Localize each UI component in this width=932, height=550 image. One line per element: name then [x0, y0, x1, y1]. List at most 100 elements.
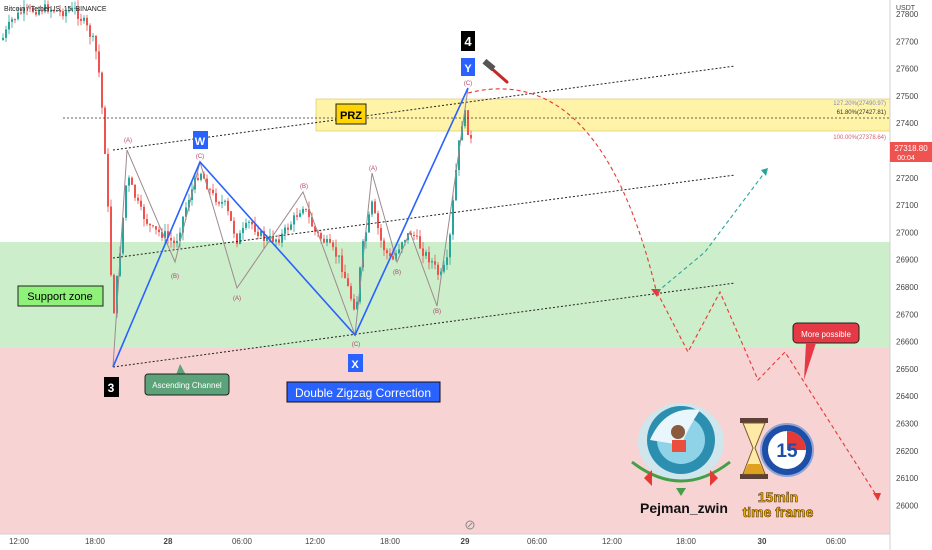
fib-level-100: 100.00%(27378.64) [833, 135, 886, 141]
bullish-projection-path [656, 171, 766, 293]
candle-body [65, 11, 67, 17]
svg-text:Y: Y [464, 63, 472, 75]
candle-body [32, 7, 34, 13]
time-tick-label: 12:00 [602, 537, 623, 546]
chart-header-title: Bitcoin / TetherUS, 15, BINANCE [4, 6, 107, 13]
candle-body [53, 10, 55, 12]
candle-body [161, 232, 163, 238]
candle-body [143, 206, 145, 220]
candle-body [41, 9, 43, 12]
candle-body [440, 271, 442, 275]
candle-body [164, 231, 166, 238]
candle-body [233, 220, 235, 234]
candle-body [269, 235, 271, 238]
svg-text:X: X [351, 359, 359, 371]
compass-icon[interactable] [465, 520, 475, 530]
candle-body [209, 189, 211, 191]
candles-group [2, 0, 472, 318]
candle-body [338, 255, 340, 257]
last-price-badge[interactable]: 27318.80 00:04 [890, 142, 932, 162]
candle-body [2, 37, 4, 40]
more-possible-callout: More possible [792, 322, 860, 380]
time-tick-label: 06:00 [826, 537, 847, 546]
candle-body [197, 178, 199, 180]
candle-body [128, 177, 130, 186]
svg-text:27318.80: 27318.80 [894, 144, 928, 153]
candle-body [224, 200, 226, 202]
candle-body [311, 216, 313, 227]
candle-body [242, 227, 244, 234]
time-tick-label: 12:00 [9, 537, 30, 546]
bullish-projection-arrowhead [761, 168, 768, 176]
svg-text:(A): (A) [369, 166, 377, 172]
candle-body [140, 200, 142, 207]
candle-body [419, 236, 421, 249]
candle-body [38, 9, 40, 15]
candle-body [455, 169, 457, 201]
price-tick-label: 26300 [896, 420, 919, 429]
hammer-icon [482, 58, 509, 84]
candle-body [95, 35, 97, 52]
svg-text:4: 4 [464, 34, 472, 49]
wave-label-4: 4 [461, 31, 475, 51]
svg-text:(B): (B) [433, 309, 441, 315]
wave-label-w: W [193, 131, 208, 149]
candle-body [104, 107, 106, 154]
candle-body [155, 226, 157, 230]
time-tick-label: 30 [758, 537, 767, 546]
candle-body [158, 229, 160, 233]
fib-level-1272: 127.20%(27490.97) [833, 101, 886, 107]
candle-body [284, 227, 286, 234]
price-tick-label: 26000 [896, 501, 919, 510]
channel-bottom-line [112, 282, 736, 368]
candle-body [290, 224, 292, 230]
price-axis-currency: USDT [896, 5, 916, 12]
candle-body [287, 227, 289, 230]
candle-body [374, 201, 376, 214]
candle-body [137, 197, 139, 201]
svg-text:More possible: More possible [801, 330, 851, 339]
candle-body [299, 213, 301, 217]
candle-body [152, 225, 154, 227]
candle-body [17, 12, 19, 20]
candle-body [254, 224, 256, 232]
price-tick-label: 26800 [896, 283, 919, 292]
svg-text:Ascending Channel: Ascending Channel [152, 381, 222, 390]
price-tick-label: 26600 [896, 338, 919, 347]
candle-body [218, 202, 220, 204]
candle-body [116, 275, 118, 314]
candle-body [467, 110, 469, 135]
candle-body [98, 51, 100, 73]
ascending-channel [112, 65, 736, 368]
price-tick-label: 26500 [896, 365, 919, 374]
svg-text:Support zone: Support zone [27, 291, 92, 303]
price-axis[interactable]: 2780027700276002750027400273002720027100… [896, 10, 919, 510]
svg-text:W: W [195, 136, 206, 148]
price-tick-label: 26700 [896, 310, 919, 319]
candle-body [293, 215, 295, 225]
candle-body [401, 242, 403, 250]
candle-body [77, 7, 79, 19]
svg-text:PRZ: PRZ [340, 110, 362, 122]
price-tick-label: 26200 [896, 447, 919, 456]
bearish-projection-curve [467, 88, 657, 291]
candle-body [215, 193, 217, 203]
time-axis[interactable]: 12:00 18:00 28 06:00 12:00 18:00 29 06:00 12:00 1… [9, 537, 847, 546]
candle-body [68, 10, 70, 12]
candle-body [314, 226, 316, 232]
candle-body [14, 19, 16, 21]
candle-body [101, 72, 103, 108]
candle-body [323, 238, 325, 243]
candle-body [206, 178, 208, 190]
candle-body [47, 4, 49, 12]
candle-body [329, 239, 331, 243]
candle-body [182, 216, 184, 233]
candle-body [446, 257, 448, 265]
candle-body [74, 7, 76, 9]
candle-body [326, 239, 328, 243]
candle-body [263, 231, 265, 242]
candle-body [92, 35, 94, 37]
candle-body [89, 25, 91, 37]
candle-body [113, 274, 115, 314]
